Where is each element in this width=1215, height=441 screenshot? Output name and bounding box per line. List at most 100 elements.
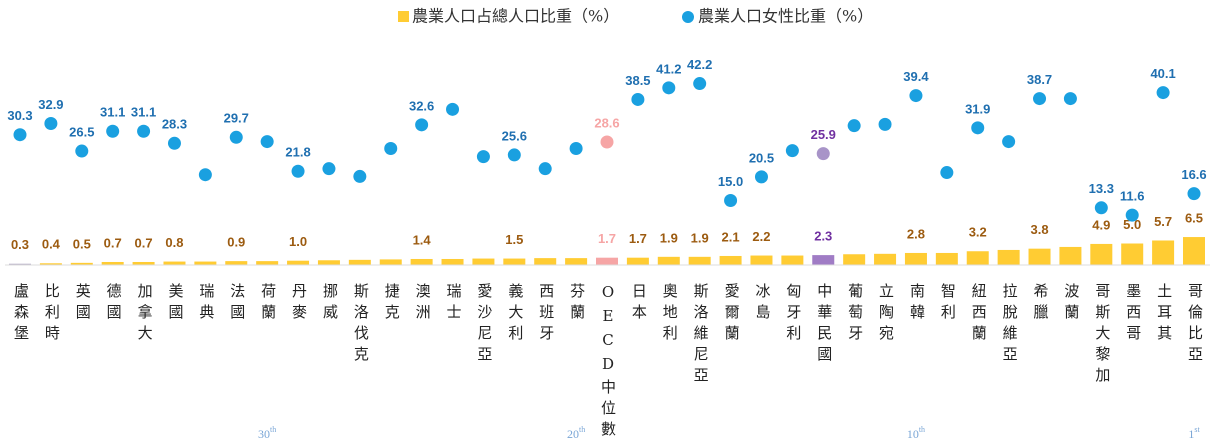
x-tick-label: 土耳其 (1155, 283, 1173, 346)
x-tick-label: 斯洛伐克 (352, 283, 370, 367)
rank-marker: 10th (907, 425, 925, 441)
x-tick-label: 西班牙 (537, 283, 555, 346)
dot-label: 20.5 (749, 150, 774, 165)
bar-label: 1.7 (598, 231, 616, 246)
bar (163, 261, 186, 265)
dot-label: 29.7 (224, 111, 249, 126)
bar (657, 256, 680, 265)
bar (626, 257, 649, 265)
x-tick-label: 波蘭 (1062, 283, 1080, 325)
dot-label: 15.0 (718, 174, 743, 189)
dot (291, 164, 305, 178)
dot (909, 89, 923, 103)
x-tick-label: 紐西蘭 (970, 283, 988, 346)
x-tick-label: 哥倫比亞 (1186, 283, 1204, 367)
x-tick-label: 荷蘭 (259, 283, 277, 325)
bar (39, 263, 62, 265)
legend-label: 農業人口女性比重（%） (698, 7, 873, 26)
dot (538, 162, 552, 176)
bar (503, 258, 526, 265)
dot (940, 166, 954, 180)
x-tick-label: 拉脫維亞 (1001, 283, 1019, 367)
x-tick-label: 南韓 (908, 283, 926, 325)
rank-number: 30 (258, 427, 270, 441)
x-tick-label: 墨西哥 (1124, 283, 1142, 346)
dot (137, 124, 151, 138)
dot (847, 119, 861, 133)
bar-label: 1.9 (691, 230, 709, 245)
dot (476, 150, 490, 164)
dot-label: 26.5 (69, 124, 94, 139)
bar (194, 261, 217, 265)
bar (1121, 243, 1144, 265)
x-tick-label: 盧森堡 (12, 283, 30, 346)
bar (1028, 248, 1051, 265)
dot (754, 170, 768, 184)
dot-label: 42.2 (687, 57, 712, 72)
bar (1152, 240, 1175, 265)
dot-label: 28.3 (162, 117, 187, 132)
bar (1090, 243, 1113, 265)
dot-label: 13.3 (1089, 181, 1114, 196)
x-tick-label: 日本 (630, 283, 648, 325)
dot (507, 148, 521, 162)
bar-label: 3.8 (1030, 222, 1048, 237)
bar-label: 0.5 (73, 236, 91, 251)
rank-suffix: th (270, 425, 276, 434)
x-tick-label: 葡萄牙 (846, 283, 864, 346)
dot-label: 31.1 (100, 105, 125, 120)
dot (198, 168, 212, 182)
rank-suffix: th (579, 425, 585, 434)
bar-label: 0.7 (135, 235, 153, 250)
dot-label: 38.5 (625, 73, 650, 88)
bar (70, 262, 93, 265)
bar-label: 2.8 (907, 226, 925, 241)
dot-label: 11.6 (1120, 189, 1145, 204)
bar-label: 1.5 (505, 232, 523, 247)
dot (353, 169, 367, 183)
dot-label: 25.6 (502, 128, 527, 143)
dot (724, 194, 738, 207)
dot-label: 40.1 (1150, 66, 1175, 81)
bar (132, 261, 155, 265)
dot (1002, 135, 1016, 149)
x-tick-label: 愛爾蘭 (723, 283, 741, 346)
x-tick-label: 德國 (105, 282, 123, 325)
bar (904, 252, 927, 265)
bar (874, 253, 897, 265)
bar (596, 257, 618, 265)
bar (472, 258, 495, 265)
bar (688, 256, 711, 265)
bar-label: 2.3 (814, 229, 832, 244)
dot (260, 135, 274, 149)
dot-label: 31.1 (131, 105, 156, 120)
dot (569, 141, 583, 155)
bar (225, 261, 248, 265)
x-tick-label: 匈牙利 (784, 283, 802, 346)
bar-label: 2.2 (752, 229, 770, 244)
dot (785, 144, 799, 158)
dot (878, 117, 892, 131)
x-tick-label: 哥斯大黎加 (1093, 283, 1111, 388)
rank-number: 1 (1188, 427, 1194, 441)
dot-label: 41.2 (656, 61, 681, 76)
rank-number: 10 (907, 427, 919, 441)
x-tick-label: 瑞典 (197, 283, 215, 325)
bar-label: 0.7 (104, 235, 122, 250)
x-tick-label: 中華民國 (815, 283, 833, 367)
legend-label: 農業人口占總人口比重（%） (412, 7, 619, 26)
legend-swatch (682, 11, 694, 23)
bar-label: 2.1 (722, 229, 740, 244)
bar (256, 261, 279, 265)
dot (693, 77, 707, 91)
dot (75, 144, 89, 158)
dot-label: 21.8 (285, 145, 310, 160)
x-tick-label: 奧地利 (661, 283, 679, 346)
x-tick-label: 美國 (166, 283, 184, 325)
bar-label: 1.9 (660, 230, 678, 245)
dot-label: 31.9 (965, 101, 990, 116)
x-tick-label: 法國 (228, 283, 246, 325)
dot (816, 147, 830, 161)
bar (1183, 237, 1205, 265)
x-tick-label: 芬蘭 (568, 283, 586, 325)
